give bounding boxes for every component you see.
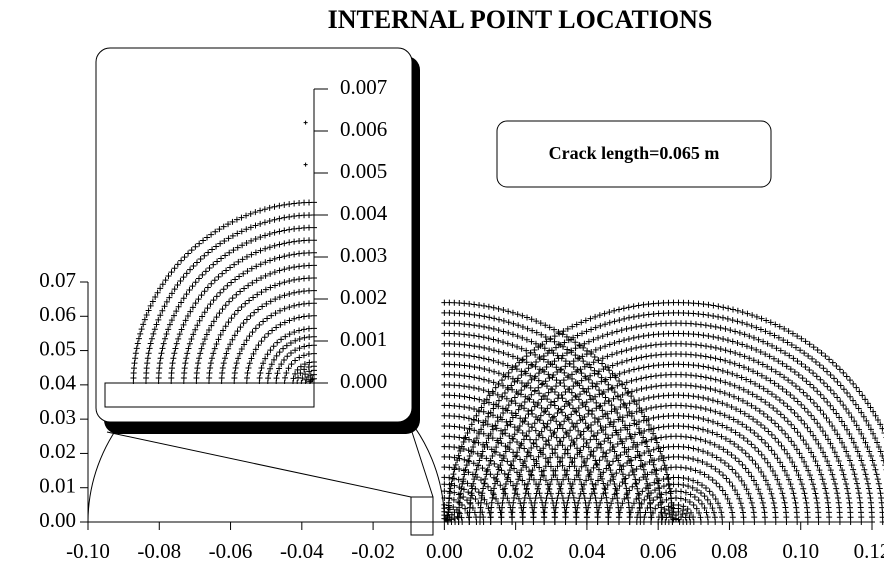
y-tick-label: 0.002 [340,285,387,309]
point-ring [530,381,822,525]
point-ring [264,333,317,384]
zoom-box [410,496,434,536]
y-tick-label: 0.001 [340,327,387,351]
y-tick-label: 0.004 [340,201,388,225]
y-tick-label: 0.06 [39,302,76,326]
point-ring [143,212,317,384]
x-tick-label: -0.04 [280,539,324,563]
point-ring [615,464,737,525]
inset-plot: 0.000 0.001 0.002 0.003 0.004 0.005 0.006 0.007 [104,75,388,408]
point-ring [498,351,854,525]
point-ring [640,488,712,525]
point-ring [655,502,697,525]
point-ring [626,474,726,525]
point-cloud [130,199,317,384]
point-ring [658,505,694,525]
point-ring [455,309,884,525]
y-tick-label: 0.02 [39,439,76,463]
x-tick-label: 0.06 [640,539,677,563]
y-tick-label: 0.005 [340,159,387,183]
y-tick-label: 0.05 [39,336,76,360]
point-ring [306,375,317,384]
point-ring [605,453,747,525]
x-tick-label: 0.08 [711,539,748,563]
point-ring [665,512,687,525]
chart-title: INTERNAL POINT LOCATIONS [328,5,713,34]
y-tick-label: 0.04 [39,371,76,395]
point-ring [441,464,505,525]
point-ring [193,262,317,384]
point [303,120,308,125]
point-ring [218,287,317,384]
point-ring [583,433,769,525]
y-tick-label: 0.000 [340,369,387,393]
point-ring [231,300,317,384]
point-ring [562,412,790,525]
point-ring [273,342,317,384]
point-ring [168,237,317,384]
y-tick-label: 0.003 [340,243,387,267]
y-tick-label: 0.00 [39,508,76,532]
x-tick-label: 0.10 [782,539,819,563]
point-ring [551,402,801,525]
point-ring [243,312,317,384]
point-ring [519,371,833,525]
point-ring [130,199,317,384]
point-ring [633,481,719,525]
y-tick-label: 0.006 [340,117,387,141]
x-tick-label: -0.10 [66,539,110,563]
point-ring [648,495,704,525]
point-ring [573,423,779,525]
zoom-connector [106,431,412,498]
point-ring [662,508,690,525]
x-tick-label: -0.08 [137,539,181,563]
point-ring [669,515,683,525]
point-ring [180,249,317,384]
x-tick-label: 0.02 [497,539,534,563]
annotation: Crack length=0.065 m [549,143,720,163]
point-cloud [441,299,884,525]
point-ring [477,330,875,525]
inset-frame [95,47,413,423]
point-ring [509,361,843,525]
point-ring [290,359,317,384]
annotation-box [496,120,772,188]
point-ring [487,340,865,525]
point-ring [541,392,811,525]
point-ring [294,363,317,384]
zoom-connector [411,431,434,498]
point-ring [594,443,758,525]
y-tick-label: 0.03 [39,405,76,429]
y-tick-label: 0.01 [39,474,76,498]
x-tick-label: 0.12 [854,539,884,563]
point-ring [281,350,317,384]
point-ring [298,367,317,384]
point-ring [206,275,317,384]
point-ring [466,320,884,525]
point-ring [155,224,317,384]
x-tick-label: 0.04 [569,539,606,563]
y-tick-label: 0.07 [39,268,76,292]
point-ring [444,299,884,525]
x-tick-label: 0.00 [426,539,463,563]
x-tick-label: -0.06 [209,539,253,563]
point [303,162,308,167]
main-plot: -0.10 -0.08 -0.06 -0.04 -0.02 0.00 0.02 0.04 0.0… [39,268,884,563]
point-ring [256,325,317,384]
point-ring [302,371,317,384]
x-tick-label: -0.02 [351,539,395,563]
y-tick-label: 0.007 [340,75,387,99]
point-ring [441,402,569,525]
